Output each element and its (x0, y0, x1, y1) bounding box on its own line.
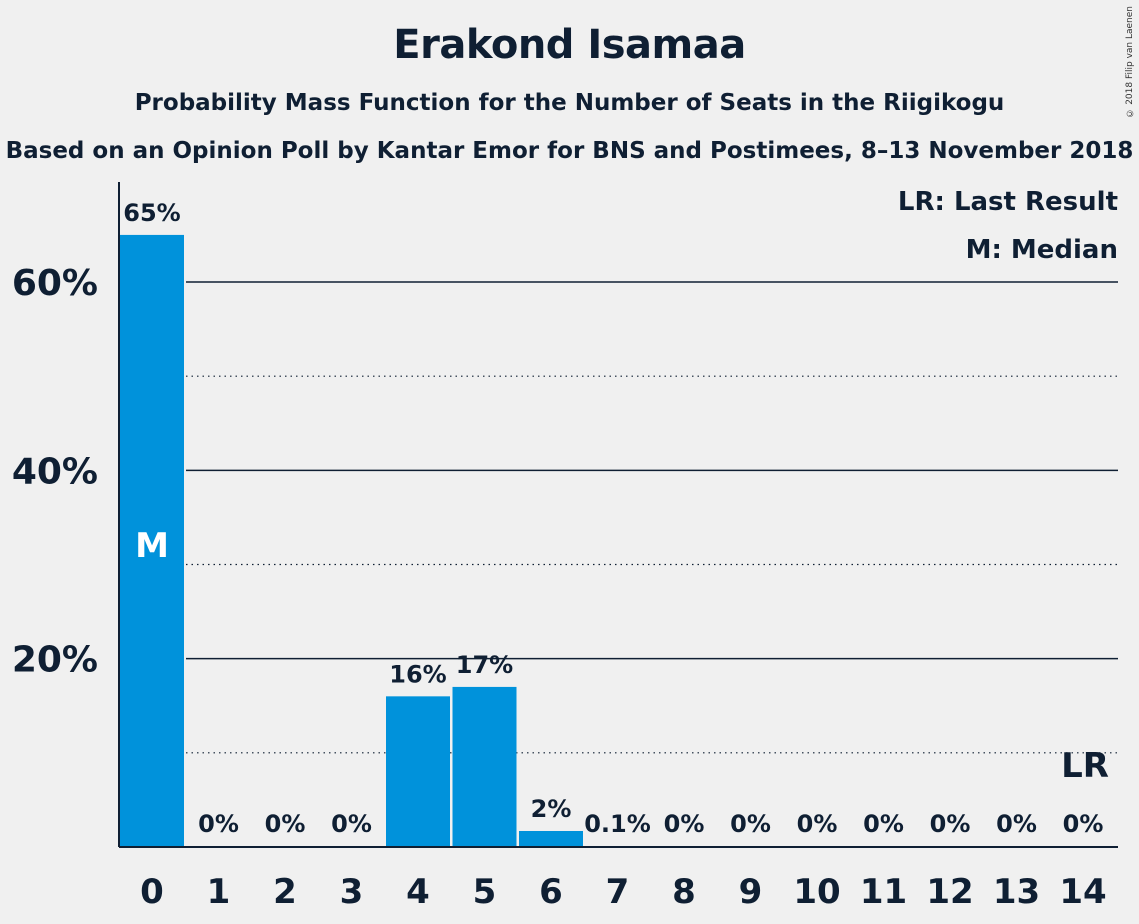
chart-subtitle: Probability Mass Function for the Number… (134, 90, 1005, 116)
x-tick-label: 10 (793, 872, 840, 912)
data-label: 0% (797, 810, 838, 838)
median-marker: M (135, 526, 169, 566)
last-result-marker: LR (1061, 746, 1109, 786)
x-tick-label: 11 (860, 872, 907, 912)
bar (452, 686, 517, 847)
x-tick-label: 9 (739, 872, 763, 912)
x-tick-label: 2 (273, 872, 297, 912)
y-tick-label: 20% (12, 640, 98, 681)
data-label: 0% (1063, 810, 1104, 838)
y-tick-label: 60% (12, 263, 98, 304)
data-label: 2% (531, 795, 572, 823)
x-tick-label: 5 (473, 872, 497, 912)
data-label: 0% (664, 810, 705, 838)
data-label: 0% (996, 810, 1037, 838)
legend-last-result: LR: Last Result (898, 187, 1118, 217)
x-tick-label: 13 (993, 872, 1040, 912)
x-tick-label: 7 (606, 872, 630, 912)
data-label: 0% (331, 810, 372, 838)
data-label: 0% (265, 810, 306, 838)
x-tick-label: 8 (672, 872, 696, 912)
data-label: 17% (456, 651, 513, 679)
bar (386, 696, 450, 847)
chart-source: Based on an Opinion Poll by Kantar Emor … (5, 138, 1134, 164)
data-label: 0% (198, 810, 239, 838)
x-tick-label: 12 (926, 872, 973, 912)
x-tick-label: 4 (406, 872, 430, 912)
data-label: 65% (123, 199, 180, 227)
data-label: 0% (730, 810, 771, 838)
data-label: 0% (930, 810, 971, 838)
bar (120, 234, 184, 847)
data-label: 16% (389, 660, 446, 688)
data-label: 0.1% (584, 810, 651, 838)
x-tick-label: 6 (539, 872, 563, 912)
x-tick-label: 1 (207, 872, 231, 912)
x-tick-label: 3 (340, 872, 364, 912)
data-label: 0% (863, 810, 904, 838)
bar (519, 830, 583, 847)
x-tick-label: 14 (1059, 872, 1106, 912)
chart-title: Erakond Isamaa (393, 22, 746, 68)
x-tick-label: 0 (140, 872, 164, 912)
legend-median: M: Median (966, 235, 1118, 265)
y-tick-label: 40% (12, 451, 98, 492)
